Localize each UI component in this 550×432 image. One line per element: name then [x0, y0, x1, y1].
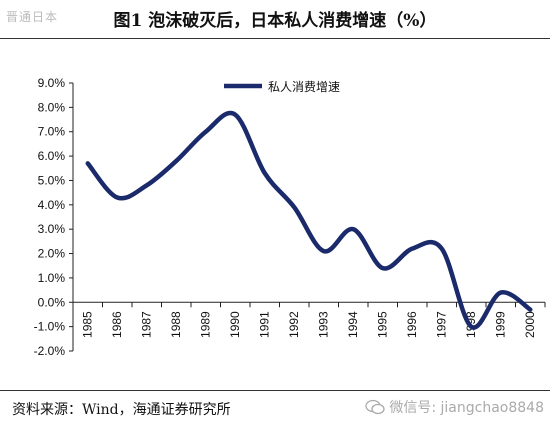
wechat-icon — [365, 399, 386, 415]
y-tick-label: 5.0% — [38, 173, 66, 187]
x-tick-label: 1990 — [228, 311, 242, 338]
y-tick-label: -2.0% — [34, 344, 66, 358]
x-tick-label: 2000 — [523, 311, 537, 338]
watermark-top: 晋通日本 — [6, 10, 59, 24]
y-tick-label: 3.0% — [38, 222, 66, 236]
y-tick-label: 4.0% — [38, 198, 66, 212]
y-tick-label: 1.0% — [38, 271, 66, 285]
x-tick-label: 1997 — [435, 311, 449, 338]
x-tick-label: 1995 — [376, 311, 390, 338]
chart-title: 图1 泡沫破灭后，日本私人消费增速（%） — [113, 11, 437, 31]
y-tick-label: 8.0% — [38, 100, 66, 114]
line-chart: -2.0% -1.0% 0.0% 1.0% 2.0% 3.0% 4.0% 5.0% 6.0% 7.… — [34, 76, 546, 358]
x-tick-label: 1986 — [110, 311, 124, 338]
x-tick-label: 1989 — [199, 311, 213, 338]
x-tick-label: 1987 — [140, 311, 154, 338]
wechat-watermark: 微信号: jiangchao8848 — [365, 397, 544, 417]
x-tick-label: 1991 — [258, 311, 272, 338]
legend-label: 私人消费增速 — [268, 80, 340, 94]
x-tick-label: 1994 — [346, 311, 360, 338]
footer-divider — [0, 390, 550, 391]
wechat-id: 微信号: jiangchao8848 — [389, 400, 544, 416]
y-tick-label: 9.0% — [38, 76, 66, 90]
y-tick-label: -1.0% — [34, 320, 66, 334]
y-tick-label: 7.0% — [38, 125, 66, 139]
x-tick-label: 1988 — [169, 311, 183, 338]
y-tick-label: 6.0% — [38, 149, 66, 163]
x-tick-label: 1996 — [405, 311, 419, 338]
x-tick-label: 1985 — [81, 311, 95, 338]
y-tick-label: 2.0% — [38, 247, 66, 261]
x-tick-label: 1993 — [317, 311, 331, 338]
x-tick-label: 1999 — [494, 311, 508, 338]
source-note: 资料来源：Wind，海通证券研究所 — [12, 402, 231, 418]
series-line — [85, 110, 533, 330]
x-tick-label: 1992 — [287, 311, 301, 338]
title-bar: 晋通日本 图1 泡沫破灭后，日本私人消费增速（%） — [0, 0, 550, 39]
y-tick-label: 0.0% — [38, 295, 66, 309]
